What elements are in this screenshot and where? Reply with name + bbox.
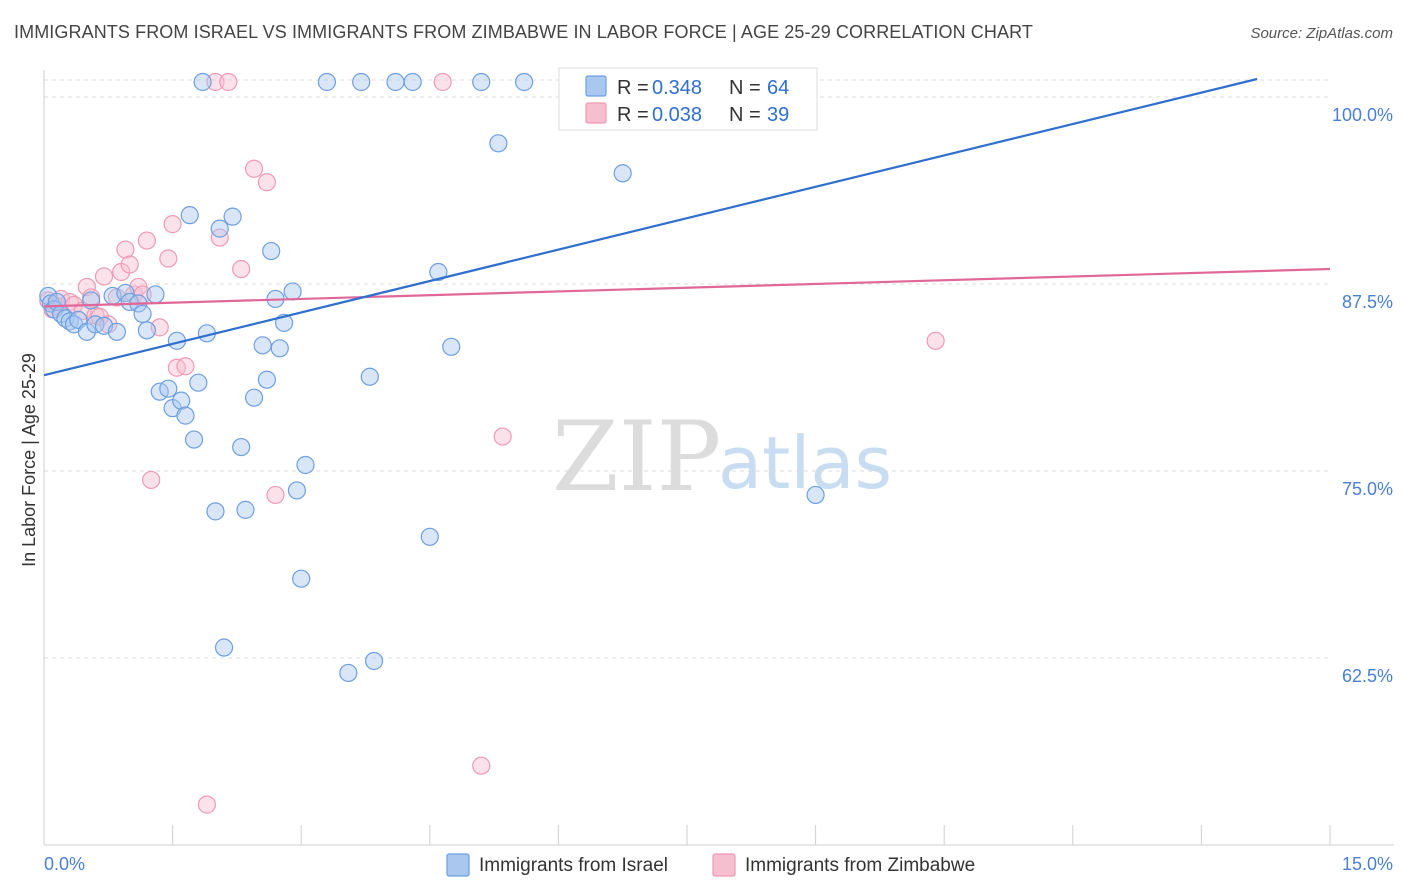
israel-point-59 <box>472 72 491 92</box>
zimbabwe-point-34 <box>266 485 285 505</box>
israel-point-35 <box>223 207 242 226</box>
israel-point-15 <box>116 283 135 303</box>
israel-point-34 <box>214 638 234 657</box>
zimbabwe-point-33 <box>257 173 277 192</box>
zimbabwe-point-21 <box>142 470 161 490</box>
zimbabwe-point-32 <box>244 159 264 178</box>
israel-point-37 <box>236 500 255 519</box>
israel-point-52 <box>360 367 379 386</box>
series-legend-israel: Immigrants from Israel <box>479 855 668 876</box>
legend-r-value-israel: 0.348 <box>652 77 702 99</box>
israel-point-27 <box>180 206 199 225</box>
legend-n-value-israel: 64 <box>767 77 789 99</box>
y-tick-labels: 62.5% 75.0% 87.5% 100.0% <box>1332 105 1393 686</box>
israel-point-56 <box>420 527 439 546</box>
source-label: Source: ZipAtlas.com <box>1250 25 1393 42</box>
chart-title: IMMIGRANTS FROM ISRAEL VS IMMIGRANTS FRO… <box>14 22 1033 42</box>
israel-point-19 <box>137 321 156 340</box>
israel-point-40 <box>257 370 277 389</box>
zimbabwe-point-24 <box>163 215 182 234</box>
israel-trend-line <box>43 77 1258 377</box>
israel-point-46 <box>287 481 307 500</box>
zimbabwe-point-20 <box>137 231 156 250</box>
israel-point-33 <box>210 219 229 238</box>
correlation-legend: R = 0.348 N = 64 R = 0.038 N = 39 <box>558 67 818 131</box>
zimbabwe-point-38 <box>926 331 945 350</box>
series-legend-swatch-israel <box>446 853 470 877</box>
israel-point-54 <box>386 72 405 92</box>
israel-point-29 <box>189 373 208 392</box>
watermark-zip: ZIP <box>552 401 721 513</box>
israel-point-63 <box>806 485 825 505</box>
y-tick-label-0: 62.5% <box>1342 666 1393 686</box>
israel-point-58 <box>442 337 461 356</box>
israel-point-61 <box>515 72 534 92</box>
zimbabwe-point-30 <box>219 72 238 92</box>
zimbabwe-point-23 <box>159 249 178 268</box>
israel-point-36 <box>232 437 251 457</box>
trend-lines <box>43 77 1331 377</box>
x-tick-label-min: 0.0% <box>44 854 85 874</box>
israel-point-38 <box>244 388 264 407</box>
zimbabwe-point-35 <box>433 72 452 92</box>
series-legend-zimbabwe: Immigrants from Zimbabwe <box>745 855 975 876</box>
zimbabwe-point-15 <box>116 240 135 259</box>
legend-r-label-israel: R = <box>617 77 649 99</box>
israel-point-51 <box>352 72 371 92</box>
israel-point-50 <box>339 663 358 683</box>
series-legend-swatch-zimbabwe <box>712 853 736 877</box>
israel-points <box>39 72 825 683</box>
zimbabwe-trend-line <box>43 267 1331 308</box>
israel-point-60 <box>489 134 508 153</box>
legend-swatch-zimbabwe <box>585 102 607 124</box>
israel-point-48 <box>296 455 315 475</box>
israel-point-49 <box>317 72 337 92</box>
y-tick-label-1: 75.0% <box>1342 479 1393 499</box>
legend-n-label-zimbabwe: N = <box>729 104 761 126</box>
legend-n-value-zimbabwe: 39 <box>767 104 789 126</box>
legend-r-label-zimbabwe: R = <box>617 104 649 126</box>
y-tick-label-3: 100.0% <box>1332 105 1393 125</box>
israel-point-53 <box>364 651 384 671</box>
israel-point-43 <box>270 339 289 358</box>
israel-point-18 <box>133 304 152 323</box>
israel-point-41 <box>262 241 281 261</box>
israel-point-45 <box>283 282 302 301</box>
israel-point-39 <box>253 336 272 355</box>
zimbabwe-point-27 <box>197 795 216 814</box>
gridlines <box>44 79 1330 659</box>
zimbabwe-point-37 <box>493 427 512 446</box>
israel-point-32 <box>206 502 225 521</box>
legend-swatch-israel <box>585 75 607 97</box>
x-axis-ticks <box>43 825 1331 845</box>
zimbabwe-point-26 <box>176 357 195 376</box>
zimbabwe-point-36 <box>472 756 491 775</box>
israel-point-57 <box>429 262 448 282</box>
israel-point-22 <box>159 379 178 398</box>
israel-point-10 <box>82 291 101 310</box>
israel-point-55 <box>403 72 422 92</box>
israel-point-26 <box>176 406 195 425</box>
legend-n-label-israel: N = <box>729 77 761 99</box>
watermark-atlas: atlas <box>718 421 892 505</box>
israel-point-25 <box>172 391 191 410</box>
israel-point-47 <box>292 569 311 588</box>
x-tick-label-max: 15.0% <box>1342 854 1393 874</box>
series-legend: Immigrants from Israel Immigrants from Z… <box>446 853 975 877</box>
zimbabwe-point-16 <box>120 255 139 274</box>
legend-r-value-zimbabwe: 0.038 <box>652 104 702 126</box>
israel-point-62 <box>613 164 632 183</box>
zimbabwe-point-31 <box>232 259 251 279</box>
israel-point-28 <box>184 430 204 449</box>
y-axis-label: In Labor Force | Age 25-29 <box>19 353 39 567</box>
israel-point-20 <box>146 285 165 304</box>
zimbabwe-point-7 <box>77 277 96 297</box>
israel-point-30 <box>193 72 212 92</box>
israel-point-14 <box>107 322 126 341</box>
zimbabwe-point-11 <box>94 267 114 286</box>
zimbabwe-point-28 <box>206 72 225 92</box>
y-tick-label-2: 87.5% <box>1342 292 1393 312</box>
